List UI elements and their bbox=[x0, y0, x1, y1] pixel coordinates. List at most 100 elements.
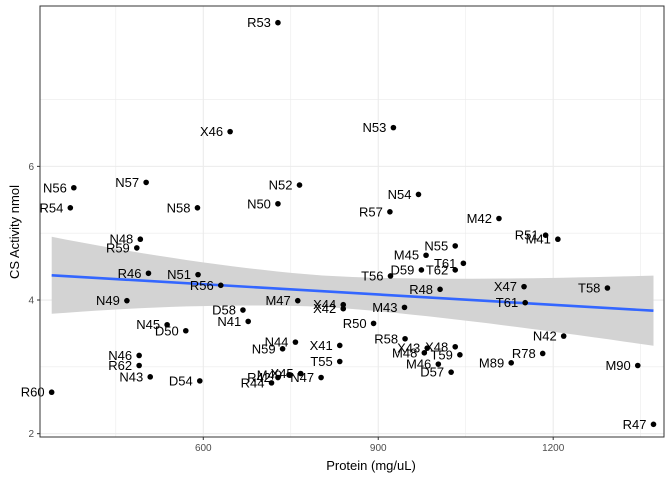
data-point bbox=[318, 374, 324, 381]
data-point bbox=[452, 267, 459, 273]
data-point bbox=[370, 320, 377, 327]
point-label: D50 bbox=[155, 323, 179, 338]
point-label: T58 bbox=[578, 280, 600, 295]
point-label: T61 bbox=[434, 256, 456, 271]
point-label: R42 bbox=[247, 370, 271, 385]
data-point bbox=[143, 179, 149, 186]
data-point bbox=[292, 339, 299, 345]
point-label: M48 bbox=[392, 345, 417, 360]
point-label: M90 bbox=[605, 358, 630, 373]
point-label: X42 bbox=[313, 301, 336, 316]
point-label: R78 bbox=[512, 346, 536, 361]
data-point bbox=[137, 236, 144, 243]
point-label: M43 bbox=[372, 300, 397, 315]
y-axis: 2 4 6 bbox=[28, 162, 40, 440]
data-point bbox=[195, 271, 201, 278]
data-point bbox=[424, 345, 431, 351]
point-label: X43 bbox=[397, 341, 420, 356]
point-label: T62 bbox=[426, 262, 448, 277]
point-label: N46 bbox=[108, 348, 132, 363]
point-label: T61 bbox=[496, 295, 518, 310]
point-label: R54 bbox=[39, 200, 63, 215]
point-label: R62 bbox=[108, 358, 132, 373]
panel-border bbox=[39, 5, 665, 438]
point-label: R51 bbox=[515, 228, 539, 243]
point-label: M41 bbox=[526, 232, 551, 247]
data-point bbox=[437, 286, 443, 293]
point-label: R58 bbox=[374, 331, 398, 346]
data-point bbox=[67, 205, 74, 211]
point-label: R48 bbox=[409, 282, 433, 297]
point-label: N53 bbox=[363, 120, 387, 135]
data-point bbox=[48, 389, 55, 396]
point-label: N47 bbox=[290, 370, 314, 385]
point-label: N55 bbox=[424, 238, 448, 253]
data-point bbox=[294, 297, 301, 304]
point-label: N41 bbox=[217, 314, 241, 329]
data-point bbox=[539, 350, 546, 357]
data-point bbox=[418, 267, 425, 273]
point-label: D57 bbox=[420, 365, 444, 380]
data-point bbox=[196, 378, 203, 384]
point-label: X44 bbox=[313, 297, 336, 312]
x-axis-title: Protein (mg/uL) bbox=[326, 458, 416, 473]
data-point bbox=[452, 243, 459, 249]
data-point bbox=[452, 343, 459, 350]
data-point bbox=[457, 352, 463, 358]
point-label: X41 bbox=[310, 338, 333, 353]
point-label: D59 bbox=[391, 262, 415, 277]
point-label: M49 bbox=[257, 367, 282, 382]
confidence-ribbon bbox=[51, 236, 654, 346]
point-label: X48 bbox=[425, 339, 448, 354]
data-point bbox=[542, 232, 549, 238]
data-point bbox=[275, 200, 281, 207]
x-tick-label: 600 bbox=[195, 443, 212, 454]
point-label: R46 bbox=[118, 266, 142, 281]
point-label: N54 bbox=[388, 187, 412, 202]
point-label: T56 bbox=[361, 268, 383, 283]
data-point bbox=[401, 304, 408, 311]
data-point bbox=[560, 333, 567, 339]
point-label: N48 bbox=[109, 232, 133, 247]
data-point bbox=[275, 374, 281, 381]
data-point bbox=[415, 191, 422, 198]
data-point bbox=[402, 335, 408, 342]
point-label: N42 bbox=[533, 329, 557, 344]
data-point bbox=[297, 370, 304, 377]
data-point bbox=[336, 342, 343, 349]
data-point bbox=[650, 421, 657, 428]
data-point bbox=[164, 321, 170, 328]
data-point bbox=[279, 345, 286, 352]
data-point bbox=[421, 350, 428, 356]
point-label: N44 bbox=[265, 335, 289, 350]
data-point bbox=[496, 215, 502, 222]
data-point bbox=[423, 252, 429, 259]
point-label: R47 bbox=[623, 417, 647, 432]
point-label: M47 bbox=[265, 293, 290, 308]
y-tick-label: 6 bbox=[28, 162, 34, 173]
data-point bbox=[604, 285, 611, 291]
data-point bbox=[134, 245, 140, 251]
point-label: N50 bbox=[247, 196, 271, 211]
data-point bbox=[634, 362, 641, 369]
point-label: N43 bbox=[119, 369, 143, 384]
y-tick-label: 2 bbox=[28, 429, 34, 440]
data-point bbox=[182, 327, 189, 334]
data-point bbox=[340, 301, 347, 308]
data-point bbox=[245, 318, 251, 325]
data-point bbox=[448, 369, 454, 375]
data-point bbox=[268, 380, 275, 386]
point-label: M46 bbox=[406, 357, 431, 372]
point-label: R56 bbox=[190, 278, 214, 293]
data-point bbox=[387, 273, 394, 279]
data-point bbox=[296, 182, 303, 188]
data-point bbox=[336, 358, 343, 365]
trend-line bbox=[51, 273, 654, 313]
point-label: N49 bbox=[96, 293, 120, 308]
data-point bbox=[522, 299, 529, 306]
data-points-layer bbox=[48, 19, 657, 428]
data-point bbox=[217, 282, 224, 289]
